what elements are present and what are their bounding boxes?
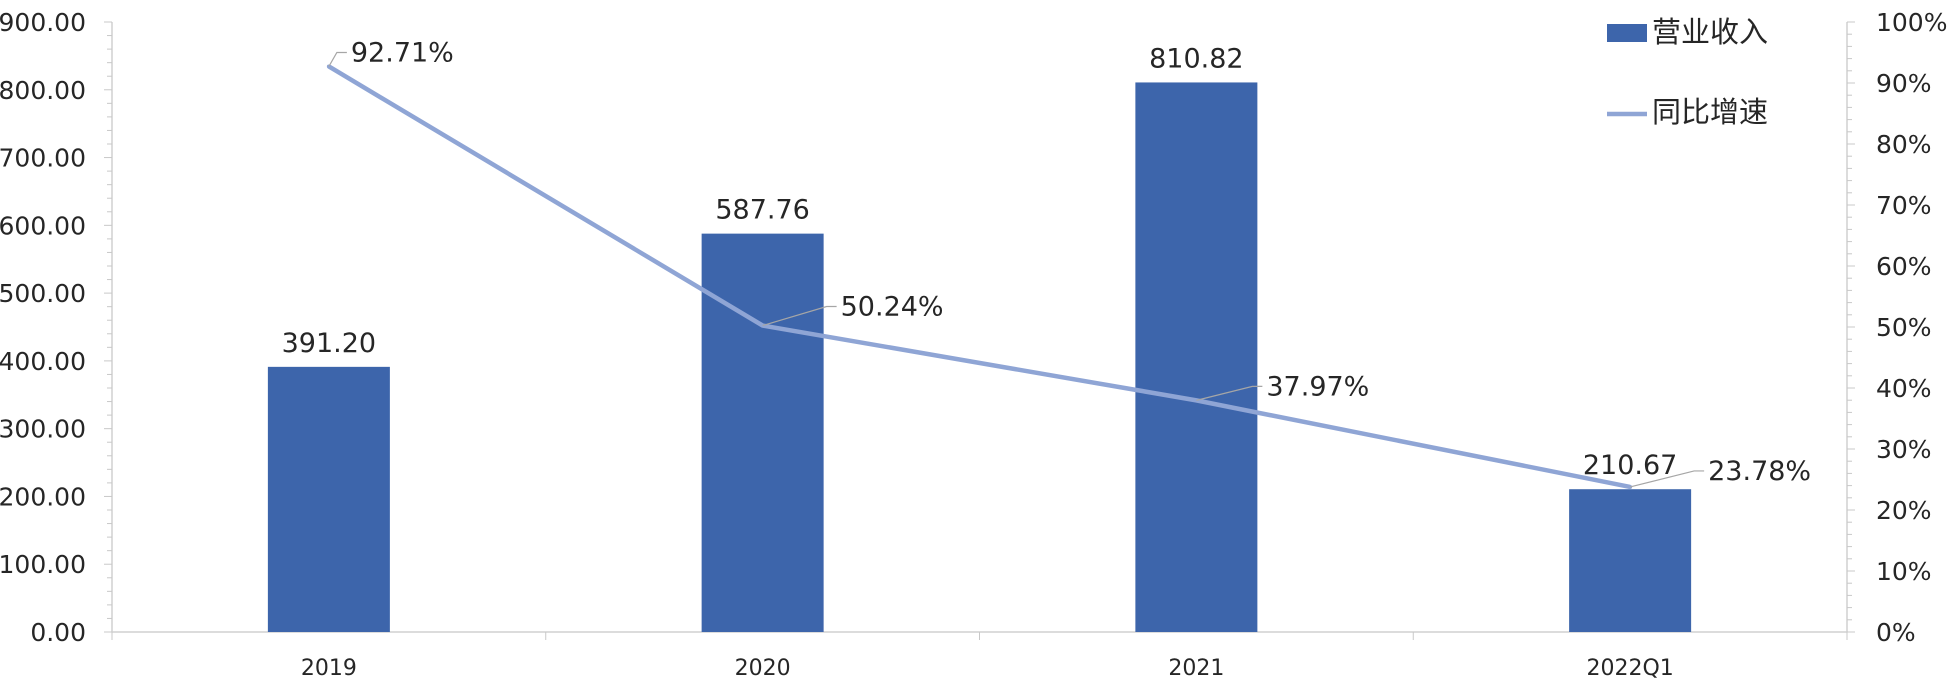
bar-value-label: 810.82 [1149, 43, 1243, 74]
growth-rate-line [327, 64, 1631, 490]
y-right-tick-label: 20% [1876, 496, 1932, 525]
y-right-tick-label: 90% [1876, 69, 1932, 98]
legend: 营业收入 同比增速 [1607, 15, 1768, 129]
x-tick-label: 2021 [1168, 656, 1224, 681]
y-left-tick-label: 400.00 [0, 347, 86, 376]
y-right-tick-label: 60% [1876, 252, 1932, 281]
y-left-tick-label: 100.00 [0, 550, 86, 579]
y-left-tick-label: 700.00 [0, 144, 86, 173]
y-right-tick-label: 80% [1876, 130, 1932, 159]
bar-series [267, 82, 1692, 633]
legend-bar-label: 营业收入 [1652, 15, 1768, 49]
y-left-tick-label: 500.00 [0, 279, 86, 308]
y-right-tick-label: 30% [1876, 435, 1932, 464]
line-value-label: 23.78% [1708, 456, 1811, 487]
y-left-tick-label: 200.00 [0, 482, 86, 511]
x-tick-label: 2022Q1 [1586, 656, 1673, 681]
x-tick-label: 2019 [301, 656, 357, 681]
y-right-tick-label: 40% [1876, 374, 1932, 403]
line-label-leader [1629, 470, 1705, 488]
y-right-tick-label: 70% [1876, 191, 1932, 220]
line-label-leader [1196, 385, 1263, 401]
bar-value-label: 210.67 [1583, 450, 1677, 481]
line-value-label: 92.71% [351, 37, 454, 68]
legend-line-label: 同比增速 [1652, 95, 1768, 129]
y-left-tick-label: 900.00 [0, 8, 86, 37]
y-right-tick-label: 10% [1876, 557, 1932, 586]
x-tick-label: 2020 [735, 656, 791, 681]
legend-bar-swatch [1607, 24, 1647, 42]
line-value-label: 50.24% [841, 292, 944, 323]
bar-2021 [1135, 82, 1258, 633]
line-label-leader [762, 305, 837, 327]
y-left-tick-label: 800.00 [0, 76, 86, 105]
y-right-tick-label: 0% [1876, 618, 1916, 647]
axes: 0.00 100.00 200.00 300.00 400.00 500.00 600.00… [0, 8, 1947, 681]
bar-2022Q1 [1569, 489, 1692, 632]
data-labels: 391.20 587.76 810.82 210.67 92.71% 50.24% 37.9… [282, 37, 1811, 488]
bar-value-label: 391.20 [282, 328, 376, 359]
y-right-tick-label: 100% [1876, 8, 1947, 37]
y-left-tick-label: 600.00 [0, 211, 86, 240]
bar-value-label: 587.76 [715, 195, 809, 226]
line-value-label: 37.97% [1266, 371, 1369, 402]
bar-2019 [267, 366, 390, 632]
y-left-tick-label: 0.00 [30, 618, 86, 647]
y-right-tick-label: 50% [1876, 313, 1932, 342]
bar-2020 [701, 233, 824, 632]
y-left-tick-label: 300.00 [0, 415, 86, 444]
line-label-leader [328, 51, 347, 67]
line-series [326, 64, 1633, 490]
